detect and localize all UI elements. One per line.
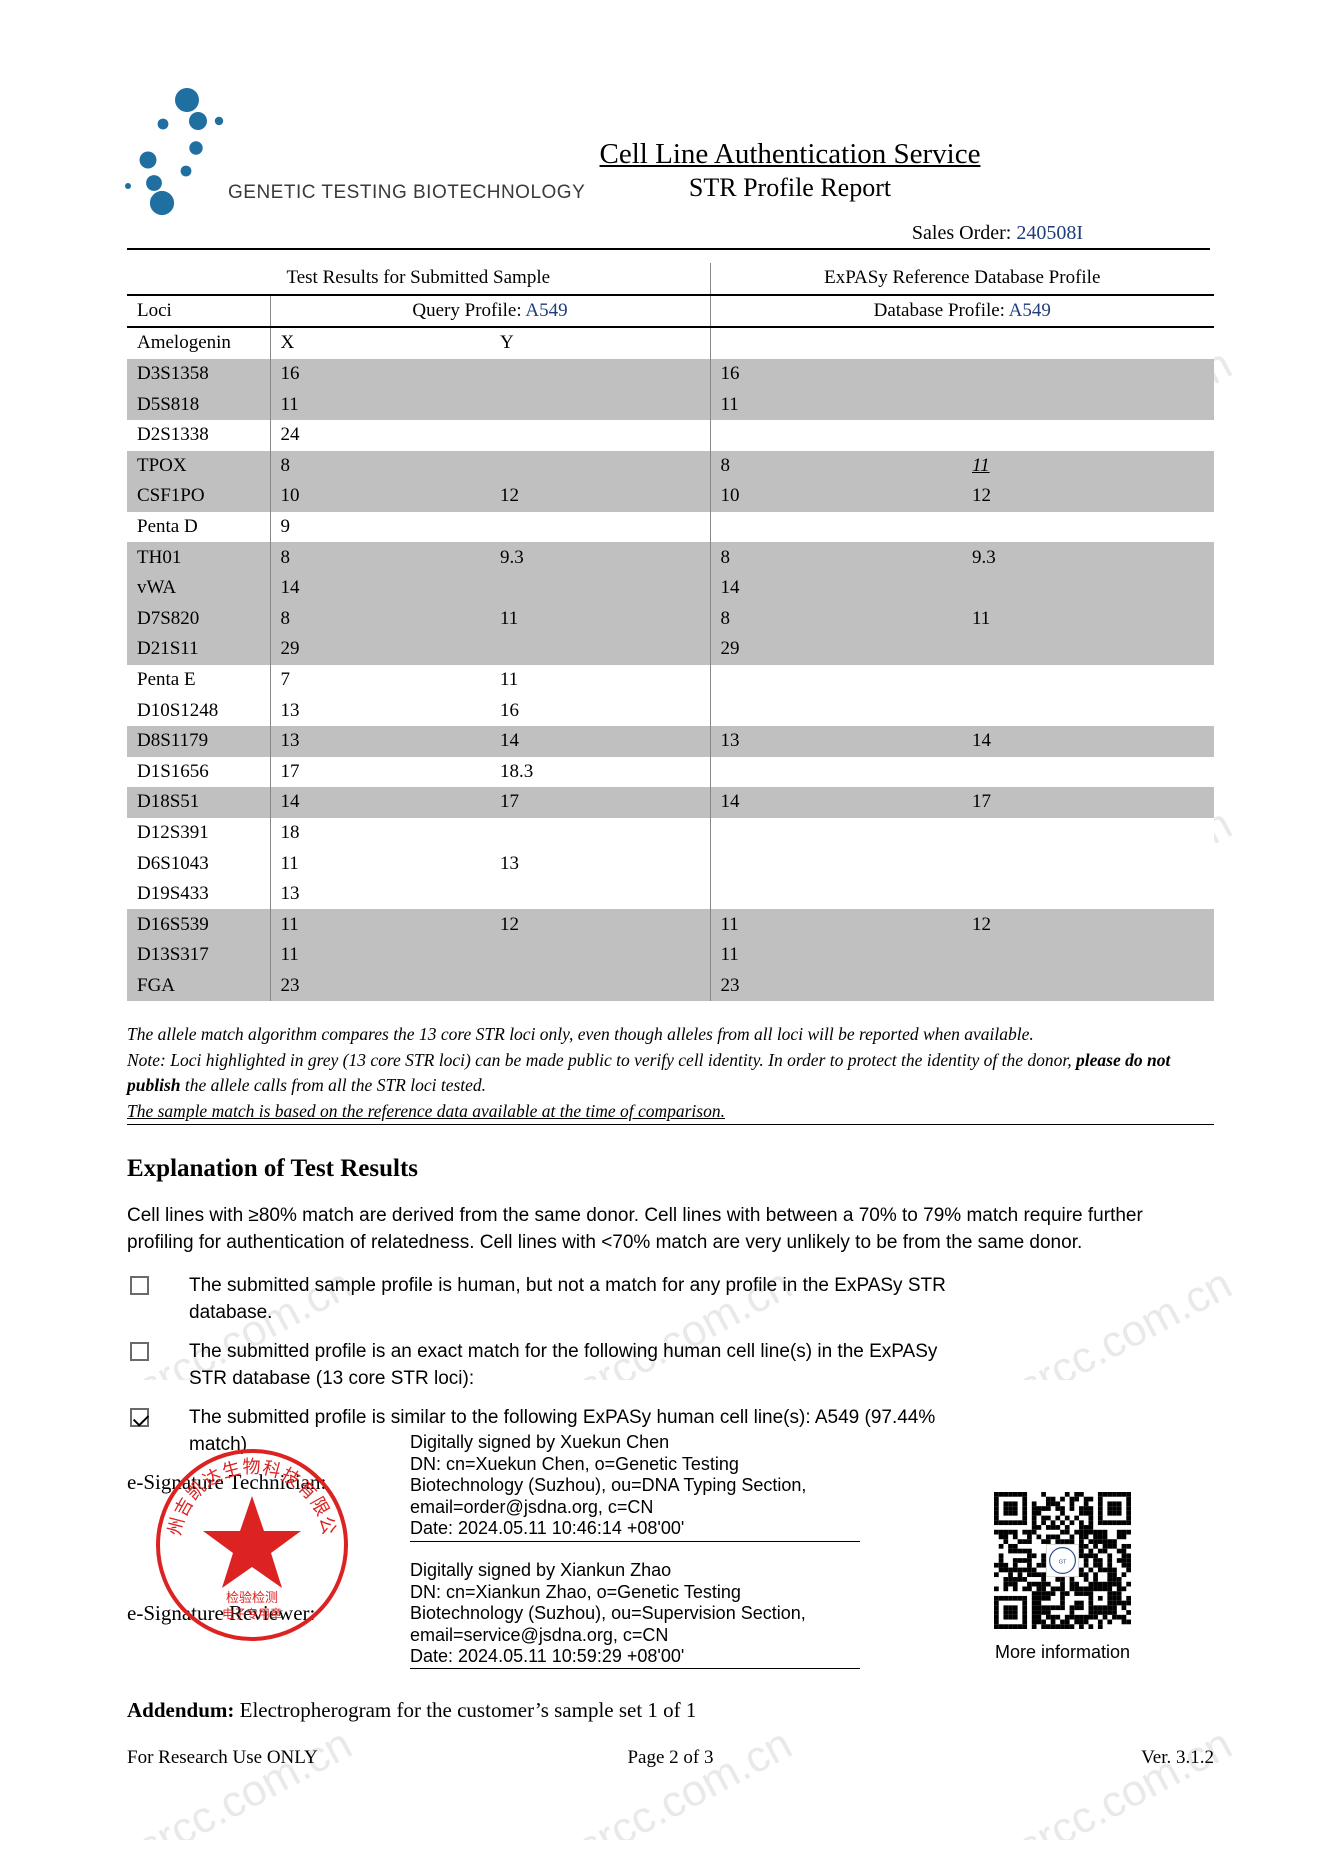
svg-text:电子专用章: 电子专用章: [222, 1606, 282, 1621]
svg-text:检验检测: 检验检测: [226, 1590, 278, 1605]
svg-text:GT: GT: [1059, 1560, 1067, 1566]
